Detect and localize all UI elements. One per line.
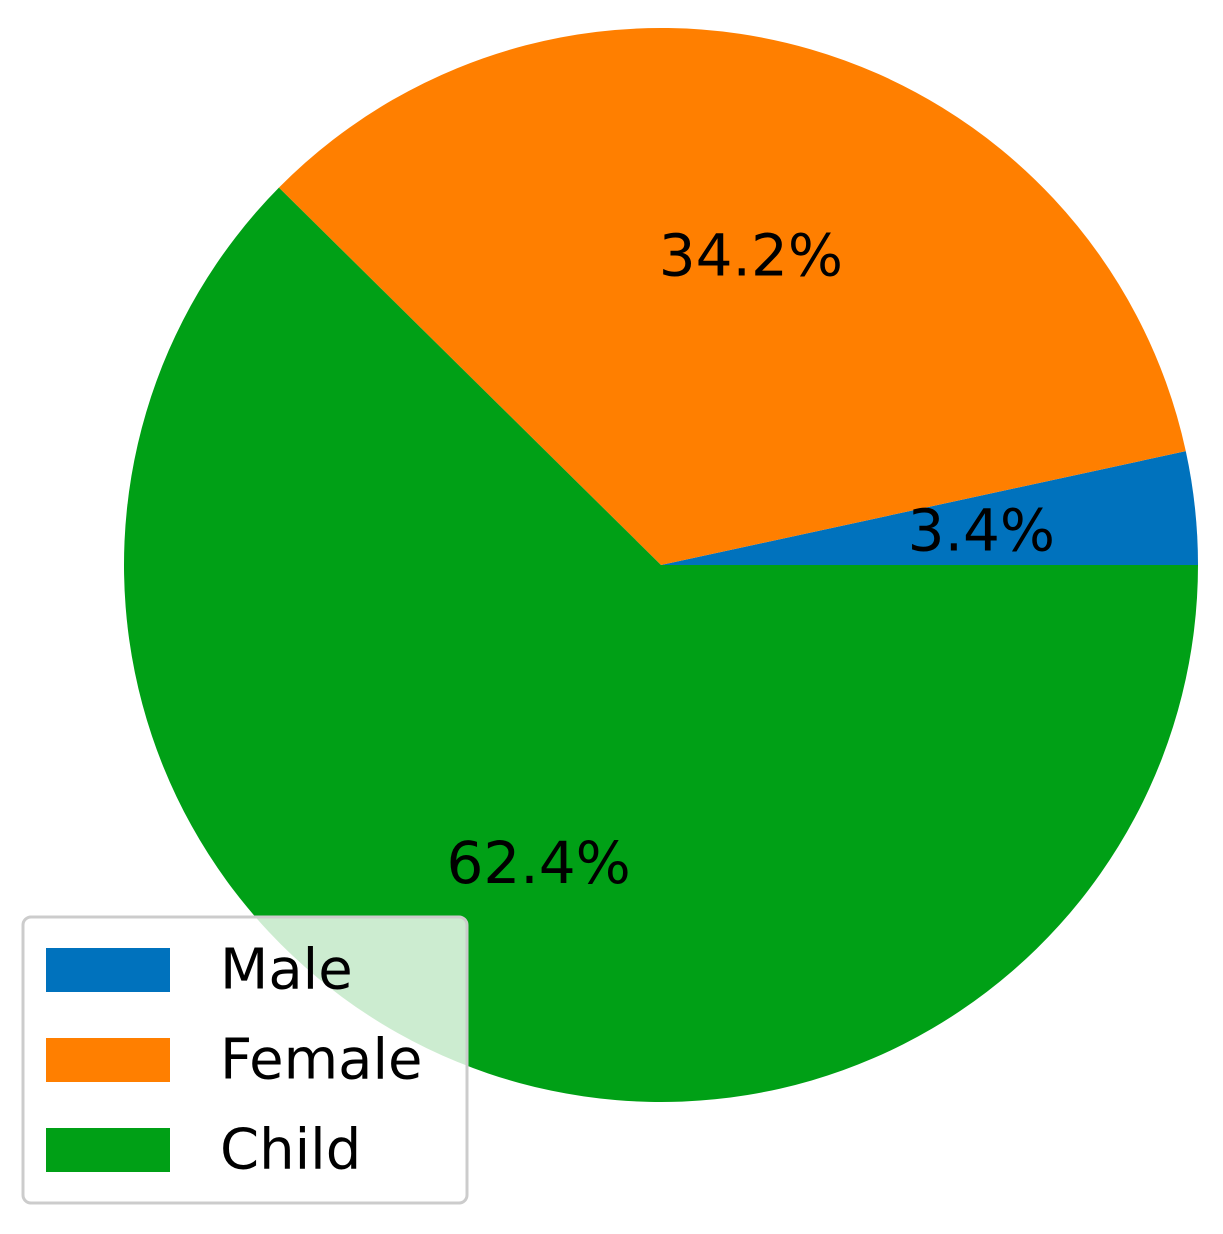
data-label-male: 3.4% xyxy=(908,497,1055,565)
data-label-female: 34.2% xyxy=(659,222,843,290)
pie-slice-child xyxy=(123,187,1198,1103)
data-label-child: 62.4% xyxy=(447,829,631,897)
data-labels-layer: 3.4% 34.2% 62.4% xyxy=(447,222,1056,897)
slices-layer xyxy=(123,28,1198,1103)
legend-swatch-male xyxy=(46,948,170,992)
pie-slice-female xyxy=(278,28,1186,565)
legend-label-child: Child xyxy=(220,1118,361,1183)
legend-label-female: Female xyxy=(220,1028,422,1093)
legend: Male Female Child xyxy=(21,915,469,1205)
legend-swatch-female xyxy=(46,1038,170,1082)
pie-slice-male xyxy=(661,451,1198,565)
legend-label-male: Male xyxy=(220,938,353,1003)
legend-swatch-child xyxy=(46,1128,170,1172)
